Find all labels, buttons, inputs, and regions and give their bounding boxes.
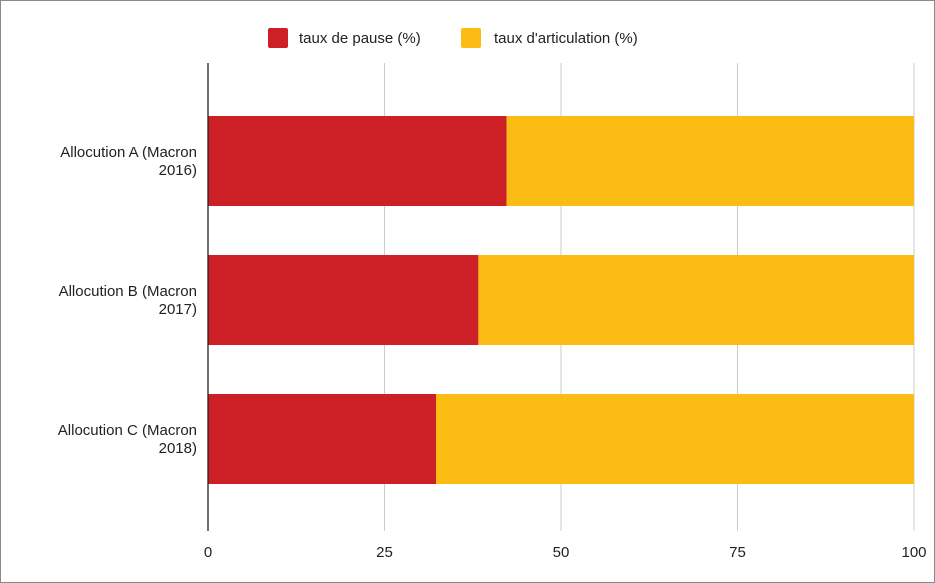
legend-label: taux d'articulation (%) xyxy=(494,30,638,47)
x-tick-label-25: 25 xyxy=(376,544,393,561)
category-label-line: Allocution A (Macron xyxy=(60,144,197,161)
x-tick-labels: 0 25 50 75 100 xyxy=(204,544,927,561)
category-label-2: Allocution C (Macron 2018) xyxy=(58,422,197,457)
category-labels: Allocution A (Macron 2016) Allocution B (M… xyxy=(58,144,197,457)
category-label-0: Allocution A (Macron 2016) xyxy=(60,144,197,179)
category-label-line: Allocution B (Macron xyxy=(59,283,197,300)
bar-articulation-0 xyxy=(506,116,914,206)
x-tick-label-0: 0 xyxy=(204,544,212,561)
bar-articulation-2 xyxy=(436,394,914,484)
category-label-line: 2016) xyxy=(159,162,197,179)
category-label-line: Allocution C (Macron xyxy=(58,422,197,439)
x-tick-label-50: 50 xyxy=(553,544,570,561)
legend-label: taux de pause (%) xyxy=(299,30,421,47)
x-tick-label-100: 100 xyxy=(901,544,926,561)
legend-swatch xyxy=(461,28,481,48)
bar-articulation-1 xyxy=(478,255,914,345)
bar-pause-1 xyxy=(208,255,479,345)
category-label-1: Allocution B (Macron 2017) xyxy=(59,283,197,318)
x-tick-label-75: 75 xyxy=(729,544,746,561)
legend: taux de pause (%) taux d'articulation (%) xyxy=(268,28,638,48)
category-label-line: 2017) xyxy=(159,301,197,318)
bars xyxy=(208,116,914,484)
bar-pause-2 xyxy=(208,394,437,484)
bar-pause-0 xyxy=(208,116,507,206)
legend-swatch xyxy=(268,28,288,48)
category-label-line: 2018) xyxy=(159,440,197,457)
legend-item-pause[interactable]: taux de pause (%) xyxy=(268,28,421,48)
legend-item-articulation[interactable]: taux d'articulation (%) xyxy=(461,28,638,48)
